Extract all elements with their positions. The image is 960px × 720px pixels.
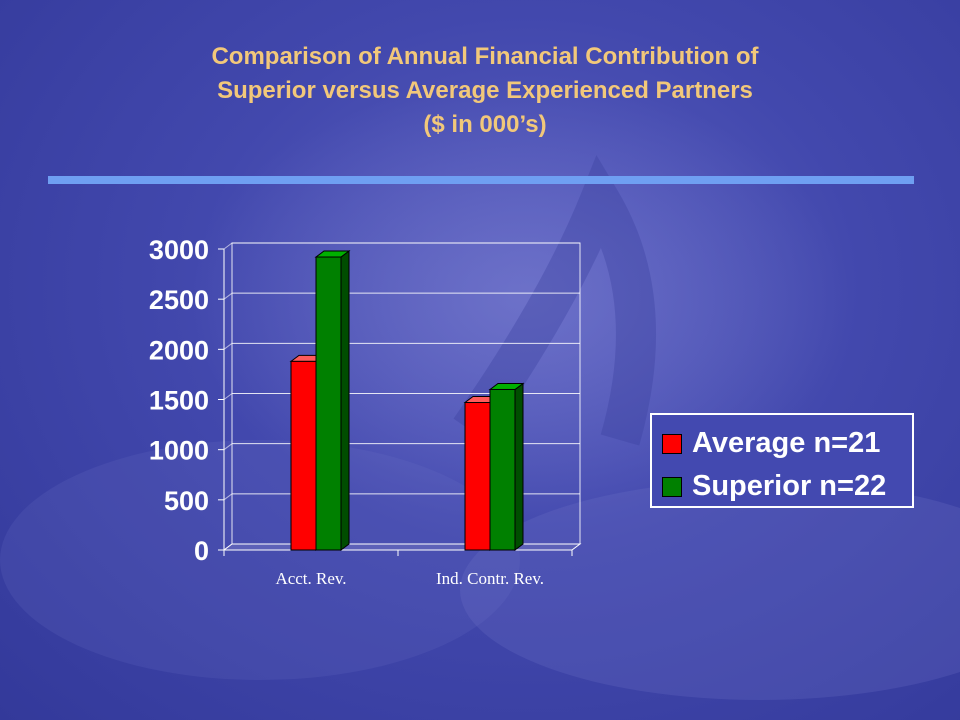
bar-side-superior <box>514 382 524 551</box>
y-tick-label: 2000 <box>149 335 209 365</box>
y-tick-label: 1000 <box>149 436 209 466</box>
y-tick-label: 2500 <box>149 285 209 315</box>
x-tick-label: Acct. Rev. <box>275 569 346 588</box>
title-line-2: Superior versus Average Experienced Part… <box>217 77 753 104</box>
bar-side-superior <box>340 250 350 551</box>
title-divider <box>48 176 914 184</box>
y-tick-label: 1500 <box>149 386 209 416</box>
y-tick-label: 0 <box>194 536 209 566</box>
gridline-side <box>223 342 233 350</box>
slide-title: Comparison of Annual Financial Contribut… <box>100 40 870 142</box>
x-tick-label: Ind. Contr. Rev. <box>436 569 544 588</box>
legend-swatch-superior <box>662 476 682 497</box>
bar-average <box>464 402 491 551</box>
legend-label-superior: Superior n=22 <box>692 470 887 502</box>
legend-label-average: Average n=21 <box>692 427 881 459</box>
y-tick-label: 500 <box>164 486 209 516</box>
bar-superior <box>315 256 342 551</box>
gridline-side <box>223 443 233 451</box>
gridline-side <box>223 393 233 400</box>
title-line-3: ($ in 000’s) <box>423 111 547 138</box>
gridline-side <box>223 242 233 250</box>
gridline-side <box>223 493 233 501</box>
gridline-side <box>223 292 233 300</box>
legend-item-superior: Superior n=22 <box>662 470 886 503</box>
title-line-1: Comparison of Annual Financial Contribut… <box>211 43 759 70</box>
plot-floor <box>222 543 582 551</box>
bar-superior <box>489 388 516 551</box>
bar-average <box>290 360 317 551</box>
legend-swatch-average <box>662 433 682 454</box>
y-tick-label: 3000 <box>149 235 209 265</box>
chart-legend: Average n=21 Superior n=22 <box>650 413 914 508</box>
legend-item-average: Average n=21 <box>662 427 880 460</box>
